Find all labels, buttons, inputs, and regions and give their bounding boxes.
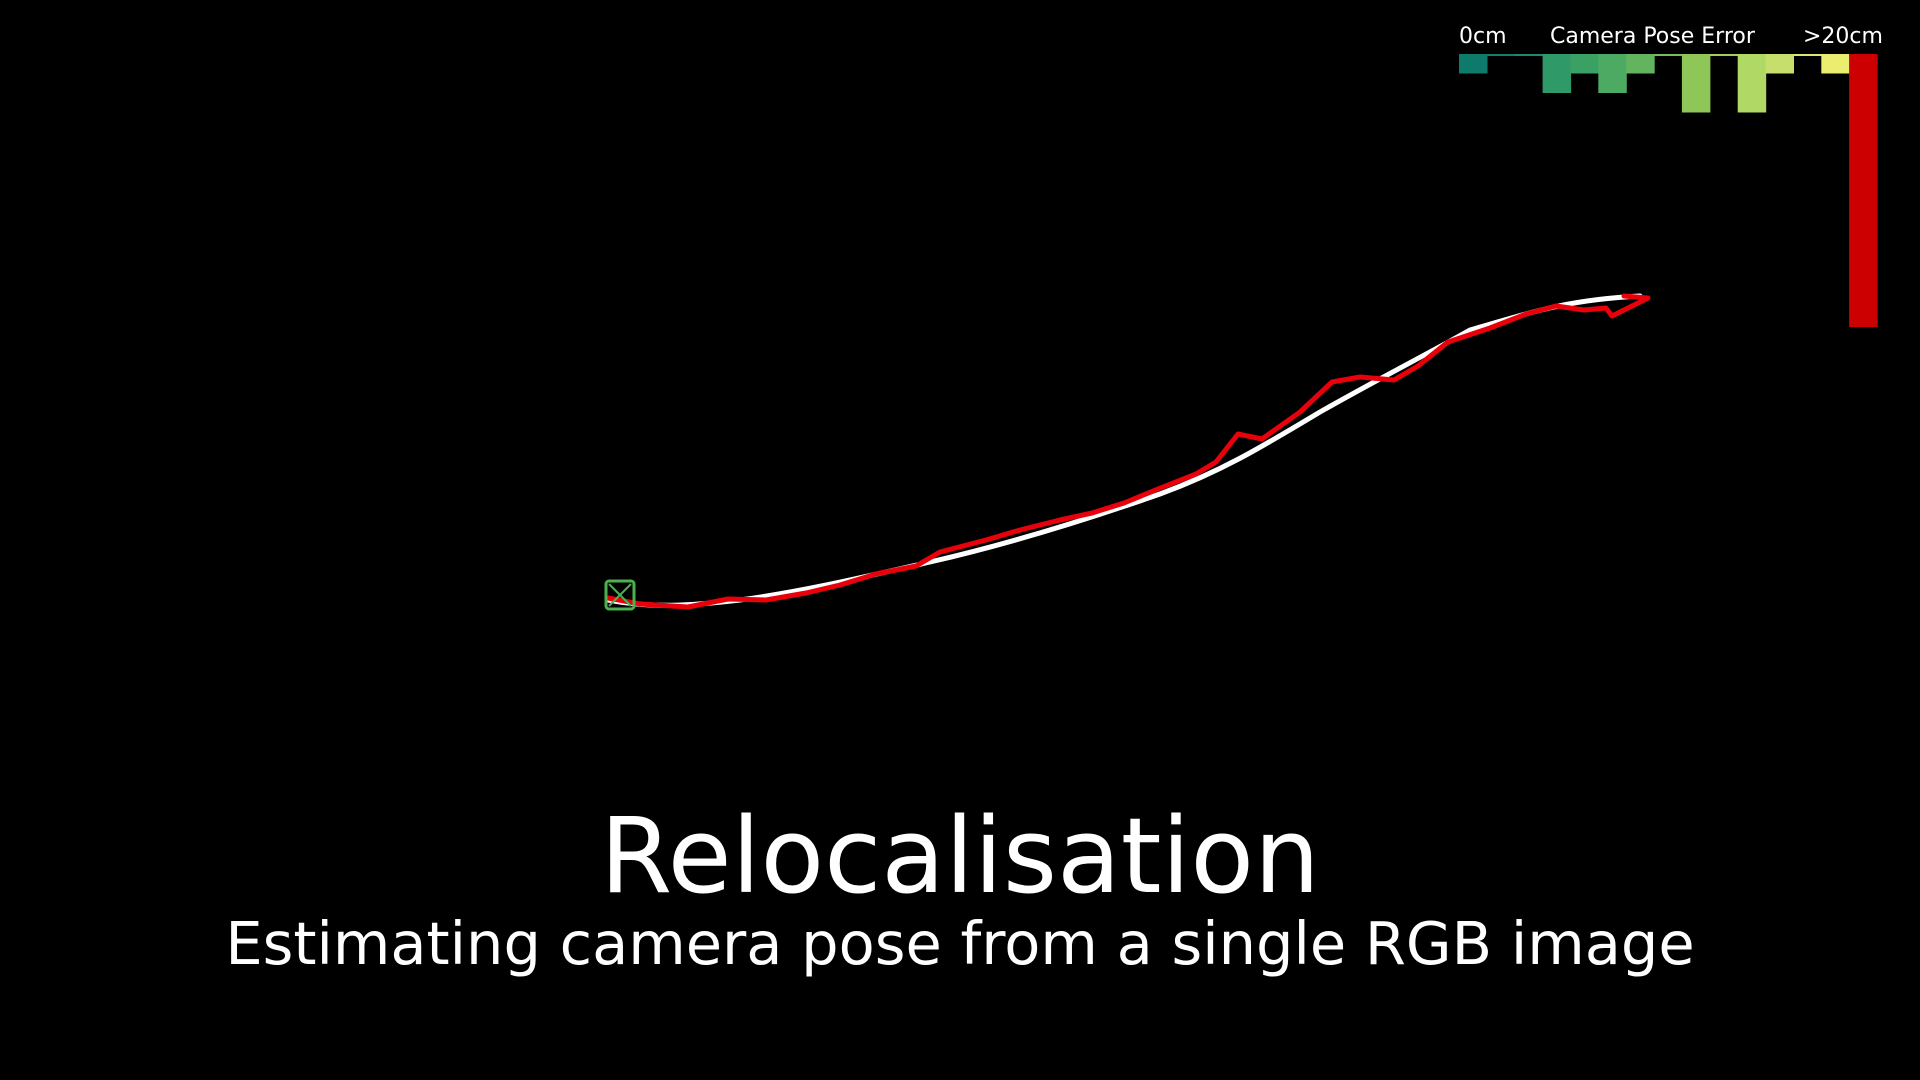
histogram-bar: [1542, 54, 1572, 93]
histogram-bar: [1849, 54, 1878, 327]
legend-color-strip: [1793, 54, 1822, 56]
legend-title: Camera Pose Error: [1550, 24, 1755, 49]
histogram-bar: [1681, 54, 1711, 113]
histogram-bar: [1459, 54, 1488, 74]
legend-color-strip: [1514, 54, 1544, 56]
legend-min-label: 0cm: [1459, 24, 1507, 49]
legend-color-strip: [1486, 54, 1516, 56]
histogram-bar: [1570, 54, 1599, 74]
estimated-trajectory: [605, 293, 1651, 610]
histogram-bar: [1598, 54, 1627, 93]
error-histogram: [1459, 54, 1878, 327]
page-subtitle: Estimating camera pose from a single RGB…: [225, 909, 1695, 978]
camera-icon: [604, 579, 636, 611]
page-title: Relocalisation: [600, 795, 1320, 917]
histogram-bar: [1737, 54, 1767, 113]
histogram-bar: [1821, 54, 1850, 74]
histogram-bar: [1626, 54, 1655, 74]
histogram-bar: [1765, 54, 1794, 74]
legend-max-label: >20cm: [1803, 24, 1883, 49]
legend-color-strip: [1709, 54, 1739, 56]
legend-color-strip: [1654, 54, 1683, 56]
ground-truth-trajectory: [605, 293, 1643, 608]
